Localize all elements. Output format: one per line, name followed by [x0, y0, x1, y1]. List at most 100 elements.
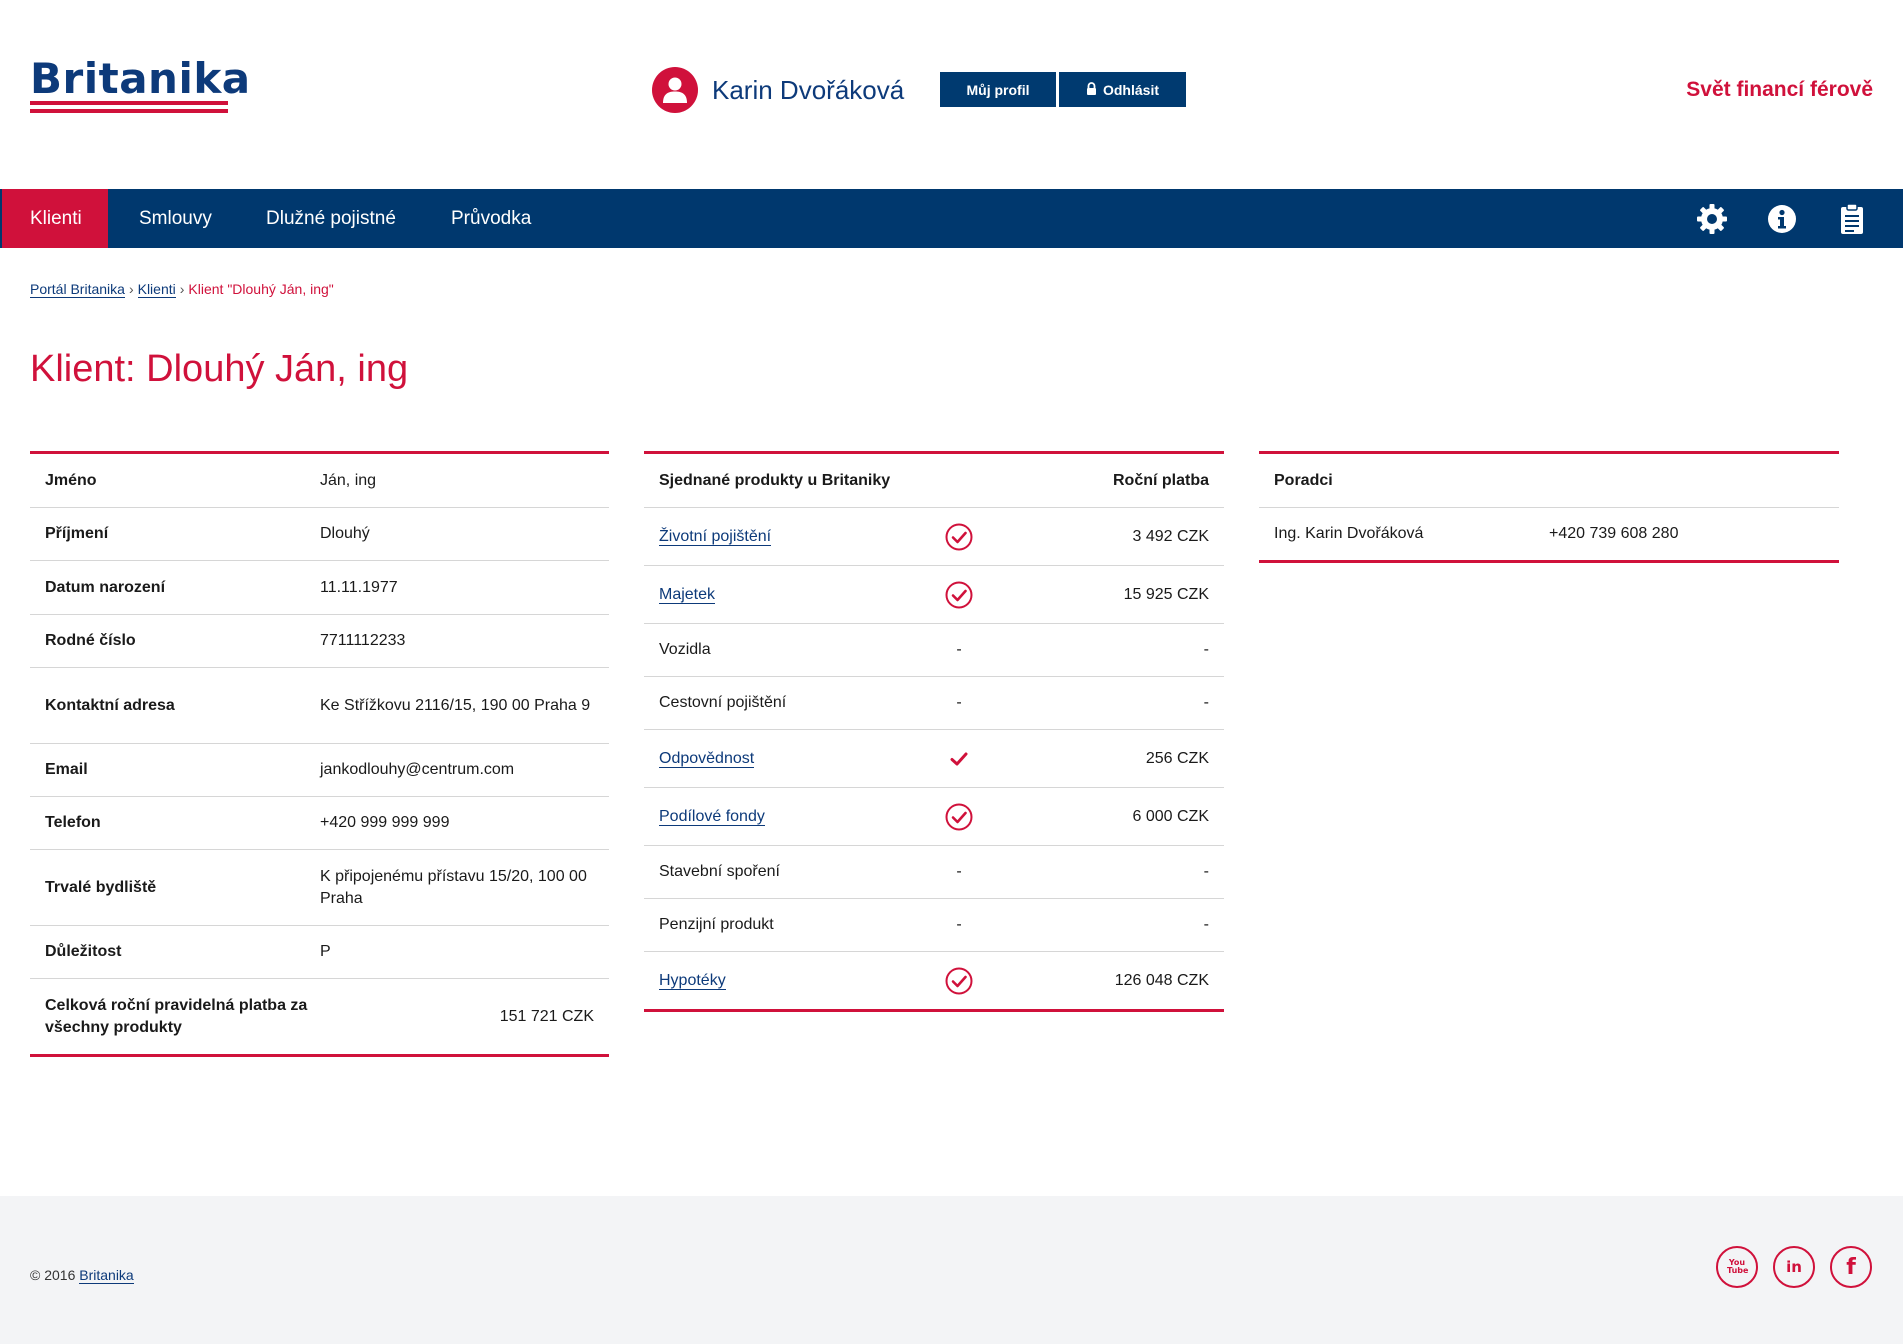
- product-link[interactable]: Odpovědnost: [659, 749, 755, 768]
- row-label: Důležitost: [45, 943, 122, 960]
- product-payment: -: [1203, 641, 1209, 658]
- breadcrumb-separator: ›: [179, 281, 185, 297]
- copyright-prefix: © 2016: [30, 1267, 76, 1283]
- logo-stripes: [30, 101, 228, 113]
- table-row: Odpovědnost 256 CZK: [644, 729, 1224, 787]
- breadcrumb-home-link[interactable]: Portál Britanika: [30, 281, 125, 298]
- row-value: 7711112233: [320, 632, 406, 649]
- table-row: Telefon +420 999 999 999: [30, 796, 609, 849]
- table-row: Majetek 15 925 CZK: [644, 565, 1224, 623]
- table-row: Podílové fondy 6 000 CZK: [644, 787, 1224, 845]
- row-label: Příjmení: [45, 525, 109, 542]
- advisor-phone[interactable]: +420 739 608 280: [1549, 525, 1679, 542]
- table-row: Email jankodlouhy@centrum.com: [30, 743, 609, 796]
- breadcrumb-clients-link[interactable]: Klienti: [137, 281, 176, 298]
- product-link[interactable]: Hypotéky: [659, 971, 726, 990]
- row-label: Telefon: [45, 814, 101, 831]
- product-name-cell: Odpovědnost: [644, 749, 914, 768]
- products-table: Sjednané produkty u Britaniky Roční plat…: [644, 451, 1224, 1012]
- copyright-link[interactable]: Britanika: [79, 1267, 134, 1284]
- gear-icon[interactable]: [1694, 201, 1730, 237]
- my-profile-button[interactable]: Můj profil: [940, 72, 1056, 107]
- row-value: K připojenému přístavu 15/20, 100 00 Pra…: [320, 867, 587, 907]
- status-value: -: [956, 916, 962, 933]
- table-row: Jméno Ján, ing: [30, 454, 609, 507]
- product-name-cell: Hypotéky: [644, 971, 914, 990]
- nav-item-smlouvy[interactable]: Smlouvy: [139, 189, 212, 248]
- youtube-icon[interactable]: You Tube: [1716, 1246, 1758, 1288]
- product-name-cell: Majetek: [644, 585, 914, 604]
- row-label: Email: [45, 761, 88, 778]
- row-label: Datum narození: [45, 578, 166, 596]
- table-header-row: Poradci: [1259, 454, 1839, 507]
- product-payment: 6 000 CZK: [1132, 807, 1209, 825]
- circle-check-icon: [914, 523, 1004, 551]
- logo-text: Britanika: [30, 54, 251, 103]
- linkedin-glyph: in: [1786, 1258, 1802, 1276]
- product-name: Vozidla: [659, 641, 711, 658]
- nav-item-label: Klienti: [30, 207, 82, 229]
- breadcrumb-separator: ›: [128, 281, 134, 297]
- product-name: Stavební spoření: [659, 863, 780, 880]
- table-row: Hypotéky 126 048 CZK: [644, 951, 1224, 1009]
- nav-item-label: Dlužné pojistné: [266, 207, 396, 229]
- total-value: 151 721 CZK: [499, 1007, 594, 1025]
- product-payment: 3 492 CZK: [1132, 527, 1209, 545]
- product-link[interactable]: Životní pojištění: [659, 527, 772, 546]
- row-label: Jméno: [45, 471, 97, 489]
- product-payment: 126 048 CZK: [1114, 971, 1209, 989]
- product-name-cell: Cestovní pojištění: [644, 694, 914, 712]
- row-value: +420 999 999 999: [320, 814, 450, 831]
- main-nav: Klienti Smlouvy Dlužné pojistné Průvodka: [0, 189, 1903, 248]
- product-name: Cestovní pojištění: [659, 694, 787, 711]
- nav-item-pruvodka[interactable]: Průvodka: [451, 189, 531, 248]
- row-value: Ke Střížkovu 2116/15, 190 00 Praha 9: [320, 696, 591, 714]
- clipboard-icon[interactable]: [1834, 201, 1870, 237]
- user-name: Karin Dvořáková: [712, 74, 905, 105]
- slogan: Svět financí férově: [1686, 78, 1873, 101]
- user-box: Karin Dvořáková: [652, 66, 904, 114]
- facebook-icon[interactable]: f: [1830, 1246, 1872, 1288]
- table-row: Ing. Karin Dvořáková +420 739 608 280: [1259, 507, 1839, 560]
- breadcrumb-current: Klient "Dlouhý Ján, ing": [188, 281, 334, 297]
- info-icon[interactable]: [1764, 201, 1800, 237]
- youtube-glyph: You Tube: [1727, 1258, 1749, 1275]
- row-label: Rodné číslo: [45, 632, 136, 649]
- check-icon: [914, 751, 1004, 767]
- copyright: © 2016 Britanika: [30, 1267, 134, 1284]
- nav-item-dluzne-pojistne[interactable]: Dlužné pojistné: [266, 189, 396, 248]
- britanika-logo[interactable]: Britanika: [30, 54, 251, 124]
- table-row: Rodné číslo 7711112233: [30, 614, 609, 667]
- table-row: Penzijní produkt - -: [644, 898, 1224, 951]
- row-label: Trvalé bydliště: [45, 878, 157, 896]
- product-link[interactable]: Podílové fondy: [659, 807, 765, 826]
- table-row: Stavební spoření - -: [644, 845, 1224, 898]
- table-header-row: Sjednané produkty u Britaniky Roční plat…: [644, 454, 1224, 507]
- header: Britanika Karin Dvořáková Můj profil Odh…: [0, 0, 1903, 189]
- nav-item-label: Smlouvy: [139, 207, 212, 229]
- product-link[interactable]: Majetek: [659, 585, 716, 604]
- table-row: Cestovní pojištění - -: [644, 676, 1224, 729]
- logout-label: Odhlásit: [1102, 81, 1159, 98]
- status-value: -: [956, 694, 962, 711]
- product-name-cell: Penzijní produkt: [644, 916, 914, 934]
- products-header-payment: Roční platba: [1112, 471, 1209, 489]
- table-row: Příjmení Dlouhý: [30, 507, 609, 560]
- facebook-glyph: f: [1846, 1254, 1856, 1280]
- my-profile-label: Můj profil: [966, 81, 1030, 98]
- logout-button[interactable]: Odhlásit: [1059, 72, 1186, 107]
- row-label: Kontaktní adresa: [45, 696, 175, 714]
- product-name-cell: Podílové fondy: [644, 807, 914, 826]
- row-value: jankodlouhy@centrum.com: [320, 761, 515, 778]
- total-row: Celková roční pravidelná platba za všech…: [30, 978, 609, 1054]
- products-header-name: Sjednané produkty u Britaniky: [659, 471, 891, 489]
- breadcrumb: Portál Britanika › Klienti › Klient "Dlouhý …: [30, 281, 334, 298]
- advisors-header: Poradci: [1274, 471, 1333, 489]
- row-value: Ján, ing: [320, 471, 377, 489]
- table-row: Vozidla - -: [644, 623, 1224, 676]
- circle-check-icon: [914, 581, 1004, 609]
- linkedin-icon[interactable]: in: [1773, 1246, 1815, 1288]
- table-row: Životní pojištění 3 492 CZK: [644, 507, 1224, 565]
- circle-check-icon: [914, 967, 1004, 995]
- nav-item-klienti[interactable]: Klienti: [2, 189, 108, 248]
